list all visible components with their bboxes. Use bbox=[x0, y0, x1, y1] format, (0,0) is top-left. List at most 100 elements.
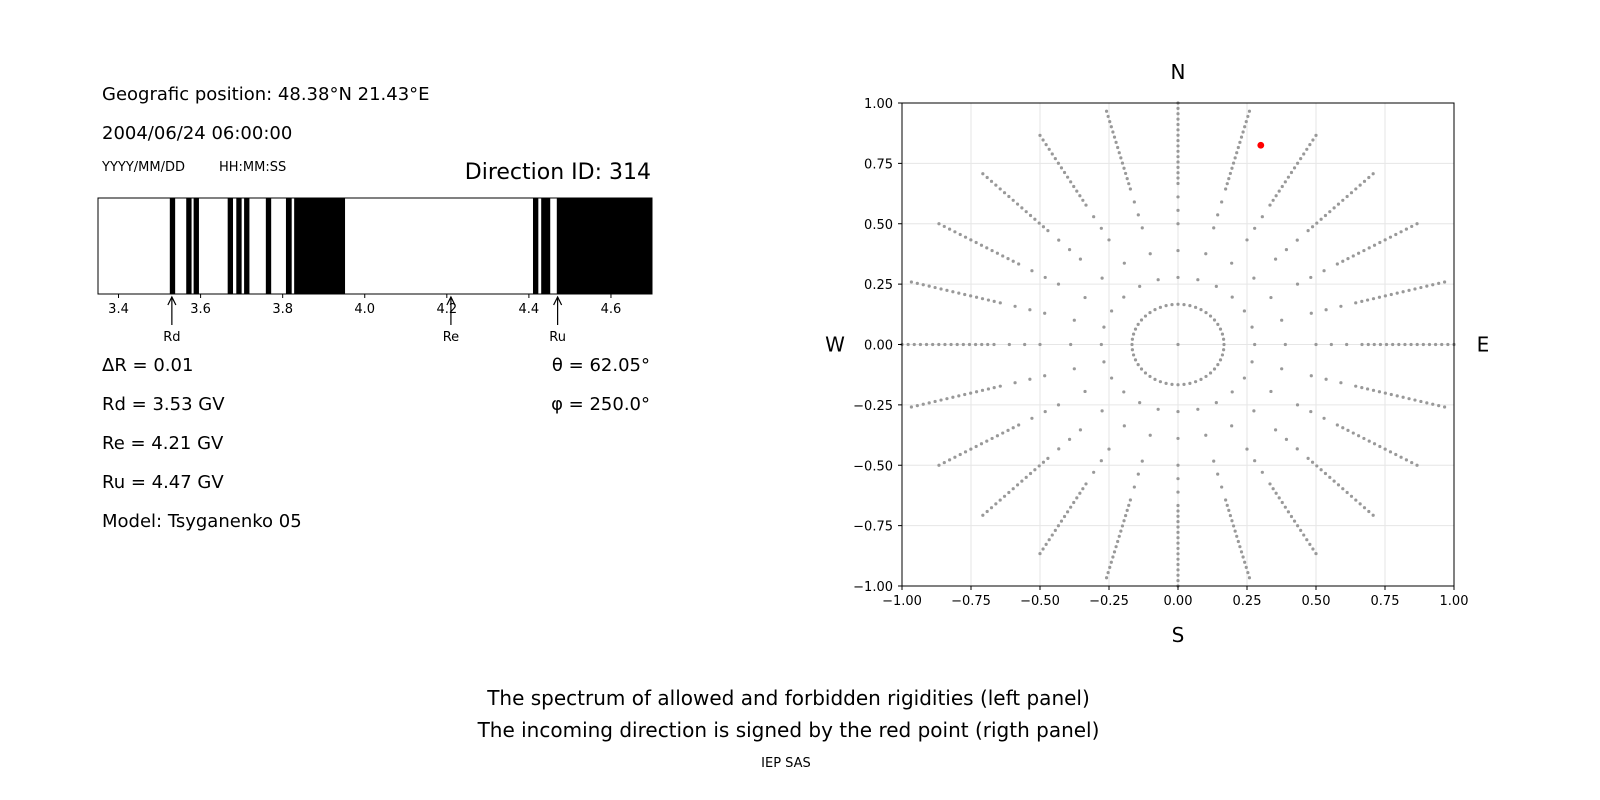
direction-point bbox=[1047, 538, 1051, 542]
direction-point bbox=[1415, 342, 1419, 347]
direction-point bbox=[1283, 505, 1287, 509]
direction-point bbox=[1246, 114, 1250, 119]
direction-point bbox=[1431, 283, 1435, 287]
direction-point bbox=[1339, 304, 1343, 308]
direction-point bbox=[1367, 509, 1371, 514]
direction-point bbox=[1328, 210, 1332, 214]
direction-point bbox=[1247, 576, 1252, 580]
direction-point bbox=[1227, 508, 1231, 512]
direction-point bbox=[1356, 434, 1361, 438]
direction-point bbox=[1188, 381, 1192, 385]
direction-point bbox=[1156, 407, 1160, 411]
phi-value: φ = 250.0° bbox=[551, 394, 650, 415]
direction-point bbox=[995, 434, 1000, 438]
direction-point bbox=[1117, 151, 1121, 155]
direction-point bbox=[998, 187, 1002, 191]
direction-point bbox=[1033, 468, 1037, 472]
direction-point bbox=[1371, 513, 1375, 517]
y-tick-label: −0.25 bbox=[853, 399, 893, 414]
direction-point bbox=[1253, 459, 1257, 463]
direction-point bbox=[1239, 135, 1244, 139]
direction-point bbox=[1176, 128, 1180, 132]
direction-point bbox=[1222, 348, 1226, 352]
direction-point bbox=[1156, 278, 1160, 282]
direction-point bbox=[1100, 276, 1104, 280]
direction-point bbox=[1176, 138, 1180, 143]
direction-point bbox=[1362, 179, 1367, 183]
direction-point bbox=[1176, 541, 1180, 545]
direction-point bbox=[1199, 308, 1203, 312]
direction-point bbox=[1222, 337, 1226, 341]
direction-point bbox=[1114, 140, 1118, 144]
marker-arrow-head bbox=[553, 295, 563, 306]
direction-point bbox=[1130, 342, 1134, 347]
direction-point bbox=[1394, 452, 1398, 457]
direction-point bbox=[1143, 314, 1148, 318]
direction-point bbox=[1194, 380, 1198, 384]
direction-point bbox=[992, 299, 996, 304]
x-tick-label: −0.75 bbox=[951, 594, 991, 609]
direction-point bbox=[1006, 257, 1010, 261]
direction-point bbox=[1176, 530, 1180, 534]
direction-point bbox=[1241, 555, 1245, 559]
x-tick-label: −0.50 bbox=[1020, 594, 1060, 609]
direction-point bbox=[948, 227, 952, 231]
direction-point bbox=[1283, 342, 1287, 347]
direction-point bbox=[1247, 109, 1252, 113]
direction-point bbox=[1112, 550, 1117, 554]
direction-point bbox=[1283, 180, 1287, 184]
direction-point bbox=[1367, 439, 1371, 443]
direction-point bbox=[1434, 342, 1438, 347]
direction-point bbox=[1007, 342, 1011, 347]
direction-point bbox=[1176, 165, 1180, 169]
direction-point bbox=[1002, 494, 1007, 498]
direction-point bbox=[1069, 342, 1073, 347]
direction-point bbox=[1176, 248, 1180, 253]
direction-point bbox=[1410, 224, 1414, 229]
direction-point bbox=[1404, 458, 1408, 462]
direction-point bbox=[963, 235, 968, 239]
x-tick-label: 1.00 bbox=[1440, 594, 1469, 609]
direction-point bbox=[1072, 318, 1076, 322]
direction-point bbox=[994, 183, 998, 187]
direction-point bbox=[1397, 342, 1401, 347]
direction-point bbox=[1292, 519, 1297, 523]
direction-point bbox=[1216, 322, 1220, 326]
direction-point bbox=[1099, 342, 1103, 347]
direction-point bbox=[1020, 206, 1024, 210]
direction-point bbox=[1243, 560, 1247, 564]
direction-point bbox=[1236, 145, 1240, 150]
direction-point bbox=[1194, 305, 1198, 309]
forbidden-band bbox=[169, 198, 176, 294]
direction-point bbox=[1230, 166, 1234, 170]
direction-point bbox=[1043, 275, 1047, 280]
direction-point bbox=[979, 442, 984, 446]
datetime: 2004/06/24 06:00:00 bbox=[102, 123, 293, 144]
direction-point bbox=[1277, 496, 1281, 500]
forbidden-band bbox=[193, 198, 199, 294]
direction-point bbox=[1176, 525, 1180, 529]
direction-point bbox=[1442, 280, 1447, 284]
direction-point bbox=[1001, 254, 1005, 258]
direction-point bbox=[1043, 409, 1047, 414]
direction-point bbox=[1425, 284, 1429, 288]
direction-point bbox=[1244, 565, 1248, 570]
direction-point bbox=[1407, 288, 1411, 292]
direction-point bbox=[937, 463, 941, 467]
ru-value: Ru = 4.47 GV bbox=[102, 472, 224, 493]
direction-point bbox=[1310, 225, 1315, 229]
direction-point bbox=[1033, 217, 1037, 221]
direction-point bbox=[1153, 308, 1157, 312]
direction-point bbox=[927, 284, 931, 288]
direction-point bbox=[1176, 520, 1180, 524]
direction-point bbox=[1059, 166, 1064, 170]
direction-point bbox=[1341, 487, 1345, 491]
x-tick-label: 0.50 bbox=[1302, 594, 1331, 609]
direction-point bbox=[1084, 203, 1088, 207]
direction-point bbox=[1107, 238, 1111, 242]
direction-point bbox=[1176, 181, 1180, 186]
direction-point bbox=[1046, 229, 1050, 233]
direction-point bbox=[939, 398, 943, 402]
direction-point bbox=[1208, 371, 1213, 375]
direction-point bbox=[1176, 149, 1180, 153]
